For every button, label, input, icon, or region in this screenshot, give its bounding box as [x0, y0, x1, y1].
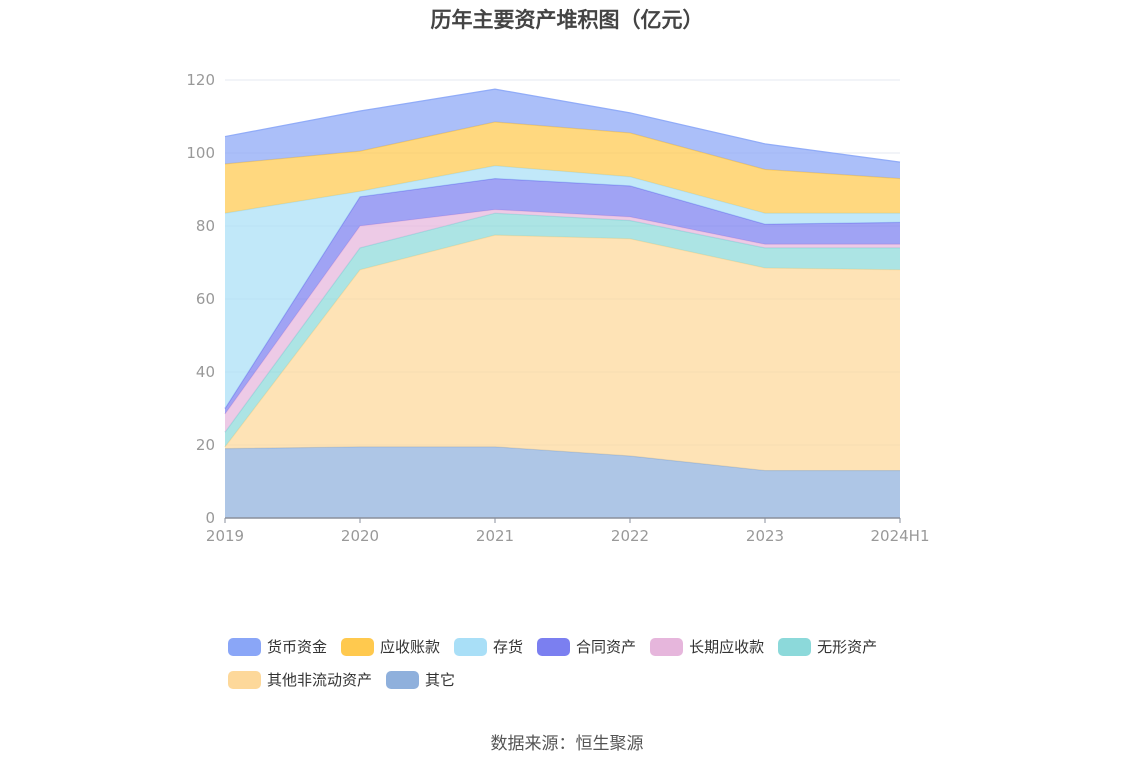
legend-swatch — [341, 637, 375, 656]
area-合同资产[interactable] — [225, 178, 900, 414]
legend-swatch — [650, 637, 684, 656]
legend-item-hetongzichan[interactable]: 合同资产 — [537, 636, 636, 657]
area-series — [224, 88, 901, 518]
area-货币资金[interactable] — [225, 89, 900, 179]
legend-item-wuxingzichan[interactable]: 无形资产 — [778, 636, 877, 657]
y-tick-label: 100 — [186, 144, 215, 162]
legend-swatch — [778, 637, 812, 656]
y-tick-label: 40 — [196, 363, 215, 381]
legend-item-huobizijin[interactable]: 货币资金 — [228, 636, 327, 657]
x-tick-label: 2020 — [341, 527, 379, 545]
legend-item-yingshouzhangkuan[interactable]: 应收账款 — [341, 636, 440, 657]
legend-swatch — [454, 637, 488, 656]
legend: 货币资金 应收账款 存货 合同资产 长期应收款 无形资产 其他非流动资产 — [228, 630, 928, 696]
legend-label: 应收账款 — [380, 638, 441, 656]
legend-label: 存货 — [493, 638, 524, 656]
x-tick-label: 2024H1 — [871, 527, 930, 545]
area-其他非流动资产[interactable] — [225, 235, 900, 471]
data-source-note: 数据来源：恒生聚源 — [490, 734, 644, 754]
x-tick-label: 2023 — [746, 527, 784, 545]
area-line-货币资金 — [224, 88, 901, 163]
y-tick-label: 0 — [205, 509, 215, 527]
legend-swatch — [537, 637, 571, 656]
legend-label: 其他非流动资产 — [267, 671, 373, 689]
legend-label: 合同资产 — [576, 638, 637, 656]
y-tick-label: 60 — [196, 290, 215, 308]
x-tick-label: 2021 — [476, 527, 514, 545]
y-tick-label: 80 — [196, 217, 215, 235]
legend-item-cunhuo[interactable]: 存货 — [454, 636, 523, 657]
legend-swatch — [228, 637, 261, 656]
legend-swatch — [386, 670, 420, 689]
legend-label: 长期应收款 — [689, 638, 765, 656]
x-tick-label: 2022 — [611, 527, 649, 545]
y-tick-label: 120 — [186, 71, 215, 89]
axes: 0 20 40 60 80 100 120 2019 2020 2021 2022 2023 2024H… — [186, 71, 929, 545]
area-应收账款[interactable] — [225, 121, 900, 214]
legend-label: 无形资产 — [817, 638, 878, 656]
y-tick-label: 20 — [196, 436, 215, 454]
legend-row: 货币资金 应收账款 存货 合同资产 长期应收款 无形资产 — [228, 630, 928, 663]
legend-label: 其它 — [425, 671, 456, 689]
legend-swatch — [228, 670, 261, 689]
legend-row: 其他非流动资产 其它 — [228, 663, 928, 696]
area-其它[interactable] — [225, 446, 900, 518]
legend-item-changqiyingshoukuan[interactable]: 长期应收款 — [650, 636, 764, 657]
x-tick-label: 2019 — [206, 527, 244, 545]
legend-item-qitafeiliudongzichan[interactable]: 其他非流动资产 — [228, 669, 372, 690]
legend-label: 货币资金 — [267, 638, 328, 656]
chart-title: 历年主要资产堆积图（亿元） — [430, 8, 704, 32]
legend-item-qita[interactable]: 其它 — [386, 669, 455, 690]
